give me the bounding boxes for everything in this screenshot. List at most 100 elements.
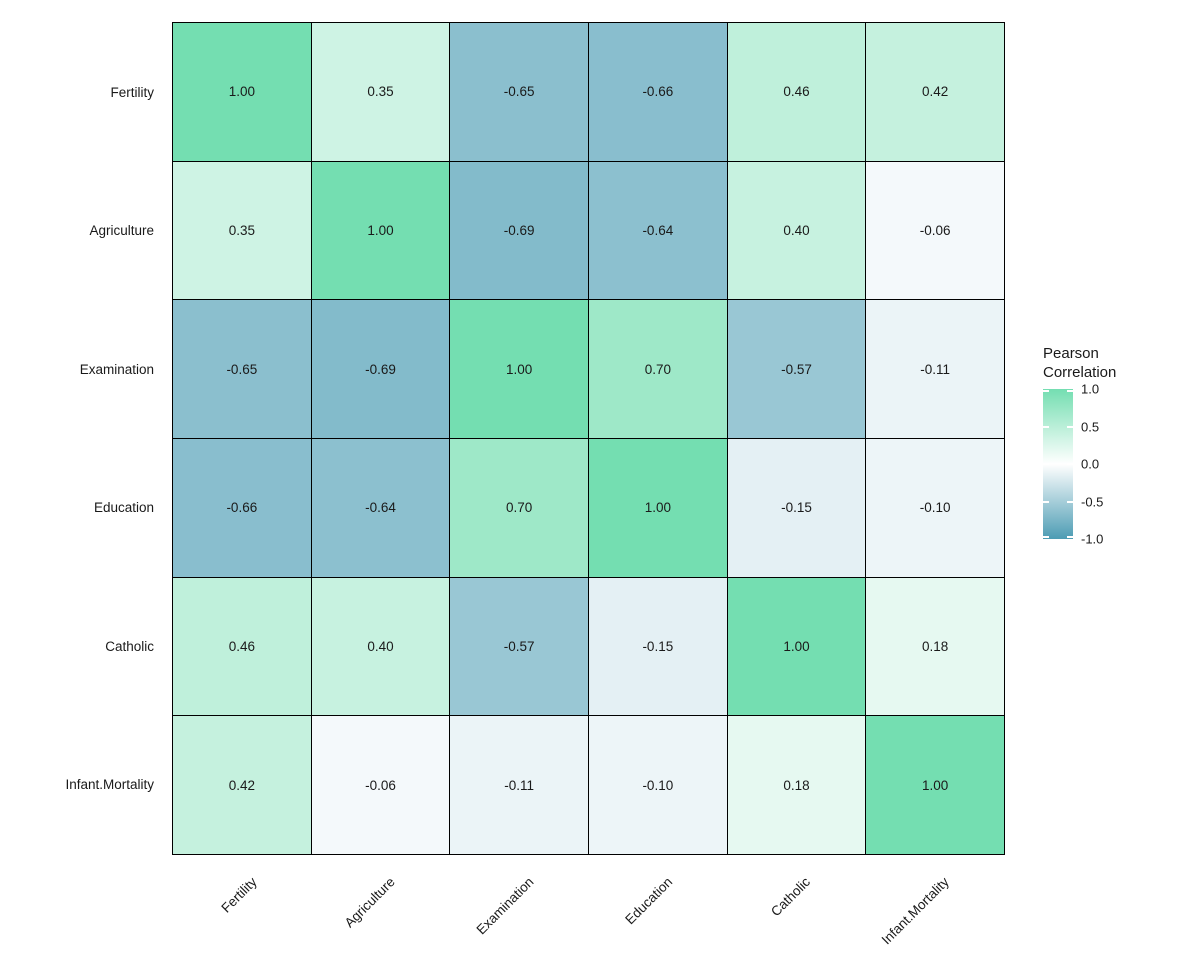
legend-tick-mark bbox=[1067, 463, 1073, 465]
heatmap-cell: 1.00 bbox=[173, 23, 311, 161]
heatmap-cell: -0.10 bbox=[866, 439, 1004, 577]
heatmap-cell: 0.46 bbox=[727, 23, 866, 161]
legend-tick-mark bbox=[1067, 536, 1073, 538]
heatmap-cell: -0.15 bbox=[727, 439, 866, 577]
cell-value: -0.57 bbox=[503, 638, 535, 654]
x-axis-label: Infant.Mortality bbox=[878, 874, 953, 948]
heatmap-cell: 1.00 bbox=[589, 439, 727, 577]
y-axis-label: Infant.Mortality bbox=[65, 777, 154, 793]
y-axis-label: Fertility bbox=[110, 84, 155, 100]
x-axis-label-slot: Examination bbox=[450, 856, 589, 956]
x-axis-label-slot: Education bbox=[589, 856, 728, 956]
cell-value: 1.00 bbox=[367, 222, 394, 238]
heatmap-cell: 0.42 bbox=[866, 23, 1004, 161]
heatmap-cell: 0.18 bbox=[866, 577, 1004, 716]
heatmap-cell: -0.64 bbox=[589, 161, 727, 300]
heatmap-cell: -0.11 bbox=[450, 716, 588, 854]
cell-value: 0.70 bbox=[506, 500, 533, 516]
heatmap-cell: -0.69 bbox=[311, 300, 450, 438]
cell-value: -0.06 bbox=[365, 777, 396, 793]
legend-tick-label: 0.0 bbox=[1081, 456, 1100, 472]
x-axis-label-slot: Infant.Mortality bbox=[866, 856, 1005, 956]
cell-value: -0.69 bbox=[365, 361, 396, 377]
cell-value: 0.40 bbox=[783, 222, 810, 238]
heatmap-cell: -0.11 bbox=[866, 300, 1004, 438]
heatmap-cell: -0.66 bbox=[173, 439, 311, 577]
cell-value: 0.18 bbox=[922, 638, 949, 654]
cell-value: 1.00 bbox=[783, 638, 810, 654]
y-axis-label: Agriculture bbox=[89, 223, 154, 239]
legend: Pearson Correlation 1.0 0.5 0.0 -0.5 -1.0 bbox=[1043, 344, 1193, 547]
x-axis-label-slot: Agriculture bbox=[312, 856, 451, 956]
x-axis-label: Examination bbox=[473, 874, 537, 938]
heatmap-panel: 1.00 0.35 -0.65 -0.66 0.46 0.42 0.35 1.00 -0.69 -… bbox=[172, 22, 1005, 855]
cell-value: -0.66 bbox=[642, 84, 674, 100]
y-axis-label: Catholic bbox=[105, 638, 154, 654]
x-axis-label: Agriculture bbox=[341, 874, 399, 931]
cell-value: -0.10 bbox=[642, 777, 674, 793]
cell-value: 1.00 bbox=[644, 500, 671, 516]
cell-value: 0.35 bbox=[367, 84, 394, 100]
cell-value: -0.11 bbox=[504, 777, 535, 793]
cell-value: -0.10 bbox=[919, 500, 951, 516]
legend-tick-label: -0.5 bbox=[1081, 494, 1104, 509]
legend-tick-mark bbox=[1067, 500, 1073, 503]
heatmap-cell: -0.57 bbox=[450, 577, 588, 716]
heatmap-cell: 0.18 bbox=[727, 716, 866, 854]
cell-value: -0.15 bbox=[781, 500, 812, 516]
heatmap-cell: 1.00 bbox=[450, 300, 588, 438]
legend-gradient-bar: 1.0 0.5 0.0 -0.5 -1.0 bbox=[1043, 382, 1103, 547]
legend-tick-mark bbox=[1067, 425, 1073, 428]
cell-value: -0.66 bbox=[226, 500, 258, 516]
legend-tick-label: 1.0 bbox=[1081, 381, 1100, 397]
legend-tick-label: 0.5 bbox=[1081, 419, 1100, 434]
heatmap-cell: 0.70 bbox=[450, 439, 588, 577]
y-axis-label: Examination bbox=[79, 361, 154, 377]
cell-value: 0.42 bbox=[922, 84, 949, 100]
cell-value: 0.70 bbox=[644, 361, 671, 377]
legend-tick-mark bbox=[1043, 463, 1049, 465]
legend-tick-mark bbox=[1067, 390, 1073, 392]
cell-value: 0.46 bbox=[228, 638, 255, 654]
cell-value: 0.35 bbox=[228, 222, 255, 238]
heatmap-cell: -0.69 bbox=[450, 161, 588, 300]
heatmap-cell: -0.65 bbox=[450, 23, 588, 161]
heatmap-cell: 1.00 bbox=[866, 716, 1004, 854]
cell-value: 0.42 bbox=[228, 777, 255, 793]
legend-title-line-1: Pearson bbox=[1043, 345, 1099, 362]
heatmap-cell: 0.46 bbox=[173, 577, 311, 716]
heatmap-cell: 0.35 bbox=[311, 23, 450, 161]
cell-value: -0.15 bbox=[642, 638, 674, 654]
legend-title-line-2: Correlation bbox=[1043, 364, 1117, 381]
heatmap-cell: -0.15 bbox=[589, 577, 727, 716]
cell-value: 0.18 bbox=[783, 777, 810, 793]
cell-value: -0.65 bbox=[226, 361, 258, 377]
cell-value: -0.06 bbox=[919, 222, 951, 238]
heatmap-cell: -0.66 bbox=[589, 23, 727, 161]
cell-value: -0.57 bbox=[781, 361, 812, 377]
heatmap-cell: -0.64 bbox=[311, 439, 450, 577]
heatmap-cell: 0.40 bbox=[311, 577, 450, 716]
cell-value: -0.69 bbox=[503, 222, 535, 238]
legend-tick-mark bbox=[1043, 500, 1049, 503]
x-axis-labels: Fertility Agriculture Examination Education… bbox=[173, 856, 1004, 956]
cell-value: 0.40 bbox=[367, 638, 394, 654]
heatmap-cell: -0.06 bbox=[311, 716, 450, 854]
cell-value: -0.11 bbox=[920, 361, 951, 377]
legend-tick-mark bbox=[1043, 425, 1049, 428]
cell-value: -0.64 bbox=[642, 222, 674, 238]
heatmap-cell: 0.40 bbox=[727, 161, 866, 300]
y-axis-labels: Fertility Agriculture Examination Education… bbox=[0, 23, 163, 854]
heatmap-cell: -0.10 bbox=[589, 716, 727, 854]
legend-tick-mark bbox=[1043, 390, 1049, 392]
y-axis-label: Education bbox=[93, 500, 154, 516]
heatmap-cell: 1.00 bbox=[727, 577, 866, 716]
heatmap-cell: -0.57 bbox=[727, 300, 866, 438]
cell-value: -0.65 bbox=[503, 84, 535, 100]
cell-value: 1.00 bbox=[922, 777, 949, 793]
heatmap-cell: 1.00 bbox=[311, 161, 450, 300]
heatmap-cell: 0.35 bbox=[173, 161, 311, 300]
cell-value: 1.00 bbox=[228, 84, 255, 100]
x-axis-label: Catholic bbox=[768, 874, 814, 920]
